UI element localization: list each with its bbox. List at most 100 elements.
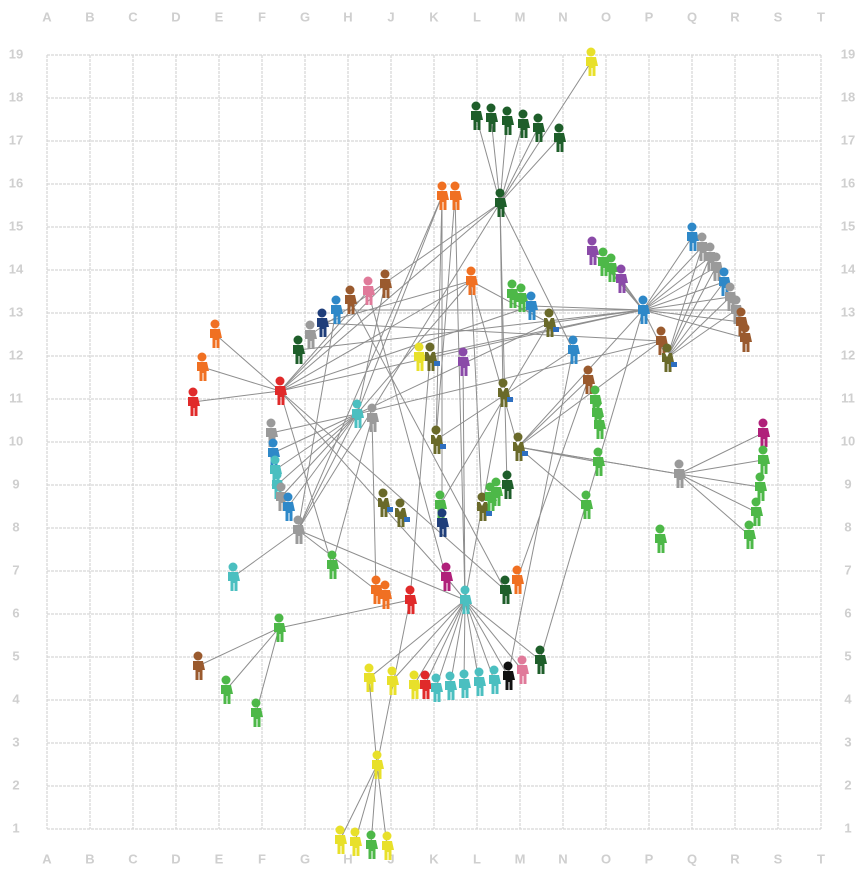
person-head [594, 448, 603, 457]
edge [193, 391, 280, 402]
person-head [367, 831, 376, 840]
person-head [277, 483, 286, 492]
briefcase [486, 511, 492, 516]
edge [500, 62, 591, 203]
person-head [595, 411, 604, 420]
column-label: S [774, 851, 783, 866]
briefcase [553, 327, 559, 332]
person-body [503, 671, 515, 690]
person-head [720, 268, 729, 277]
person-head [373, 751, 382, 760]
briefcase [522, 451, 528, 456]
person [751, 498, 763, 527]
person-head [545, 309, 554, 318]
person [755, 473, 767, 502]
person-body [587, 246, 599, 265]
person-head [446, 672, 455, 681]
column-label: E [215, 9, 224, 24]
person-head [368, 404, 377, 413]
column-label: Q [687, 9, 697, 24]
row-label: 7 [12, 562, 19, 577]
column-label: Q [687, 851, 697, 866]
person-head [222, 676, 231, 685]
row-label: 16 [9, 175, 23, 190]
person [414, 343, 426, 372]
briefcase [507, 397, 513, 402]
person-head [534, 114, 543, 123]
person [431, 426, 446, 455]
person-head [460, 670, 469, 679]
person [409, 671, 421, 700]
person-head [432, 426, 441, 435]
person [459, 670, 471, 699]
person-body [221, 685, 233, 704]
person-head [381, 270, 390, 279]
column-label: D [171, 851, 180, 866]
person-head [284, 493, 293, 502]
person [474, 668, 486, 697]
person-body [228, 572, 240, 591]
row-label: 15 [841, 218, 855, 233]
person-head [415, 343, 424, 352]
person-body [251, 708, 263, 727]
person-head [306, 321, 315, 330]
person [387, 667, 399, 696]
person-head [508, 280, 517, 289]
person-head [706, 243, 715, 252]
person [366, 831, 378, 860]
person-head [267, 419, 276, 428]
row-label: 3 [12, 734, 19, 749]
row-label: 11 [841, 390, 855, 405]
person [441, 563, 453, 592]
column-label: G [300, 851, 310, 866]
person-head [587, 48, 596, 57]
edge [357, 281, 471, 414]
row-label: 13 [9, 304, 23, 319]
person-head [383, 832, 392, 841]
row-label: 17 [841, 132, 855, 147]
person-body [188, 397, 200, 416]
person-head [496, 189, 505, 198]
person [293, 336, 305, 365]
person-head [426, 343, 435, 352]
column-label: R [730, 9, 740, 24]
edge [233, 530, 298, 577]
person-head [569, 336, 578, 345]
person [594, 411, 606, 440]
row-label: 9 [12, 476, 19, 491]
row-label: 2 [844, 777, 851, 792]
person-head [328, 551, 337, 560]
person-head [584, 366, 593, 375]
person-body [517, 665, 529, 684]
person-head [229, 563, 238, 572]
person-body [502, 116, 514, 135]
person-body [512, 575, 524, 594]
edge [369, 600, 465, 678]
person [305, 321, 317, 350]
edge [298, 310, 643, 350]
person-head [492, 478, 501, 487]
person-head [582, 491, 591, 500]
person-head [527, 292, 536, 301]
person [275, 377, 287, 406]
person-head [396, 499, 405, 508]
column-label: E [215, 851, 224, 866]
person [228, 563, 240, 592]
person [367, 404, 379, 433]
person [380, 270, 392, 299]
person-head [517, 284, 526, 293]
person-head [657, 327, 666, 336]
person-head [475, 668, 484, 677]
column-label: S [774, 9, 783, 24]
row-label: 13 [841, 304, 855, 319]
person-head [732, 296, 741, 305]
edge [392, 600, 465, 681]
row-label: 8 [12, 519, 19, 534]
person [274, 614, 286, 643]
edge [643, 247, 702, 310]
person-head [381, 581, 390, 590]
person [655, 525, 667, 554]
person [405, 586, 417, 615]
person-body [405, 595, 417, 614]
column-label: C [128, 9, 138, 24]
